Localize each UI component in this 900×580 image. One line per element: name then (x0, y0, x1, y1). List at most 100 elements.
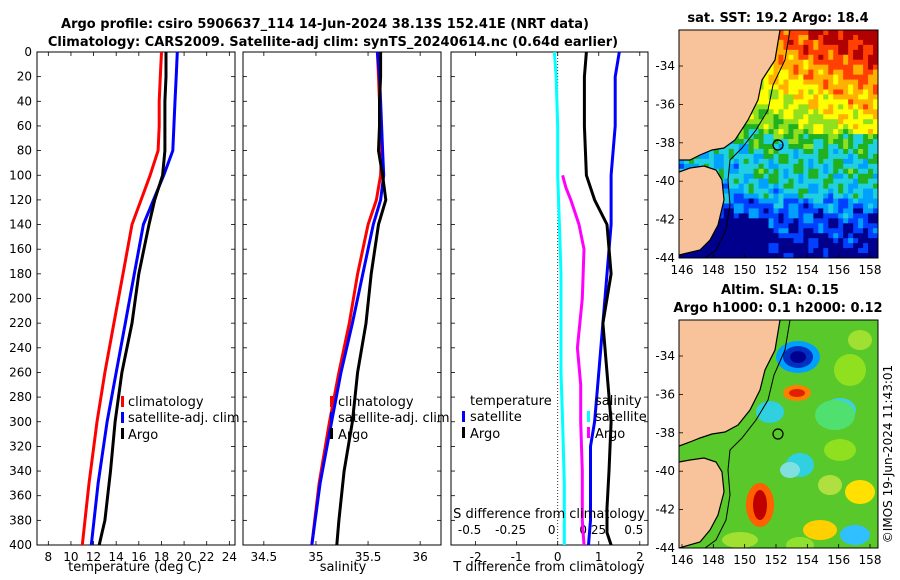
sst-cell (828, 34, 834, 41)
sst-cell (743, 243, 750, 249)
sst-cell (793, 198, 799, 204)
sst-cell (813, 153, 819, 160)
sst-cell (838, 193, 844, 199)
sst-cell (763, 233, 769, 239)
sst-cell (843, 203, 849, 209)
sst-cell (863, 198, 869, 204)
sst-cell (788, 114, 794, 120)
sst-cell (818, 39, 824, 46)
sst-cell (858, 198, 864, 204)
sst-cell (833, 104, 839, 110)
sst-cell (873, 233, 878, 239)
sst-cell (778, 228, 784, 234)
sst-cell (828, 144, 834, 150)
sst-cell (778, 148, 784, 155)
sst-cell (858, 114, 864, 120)
sst-cell (873, 69, 878, 76)
sst-cell (783, 144, 789, 150)
sst-cell (863, 243, 869, 249)
sst-cell (808, 124, 814, 130)
sst-cell (828, 139, 834, 145)
sst-cell (728, 218, 735, 224)
sst-cell (808, 59, 814, 66)
sst-cell (738, 139, 745, 145)
sst-cell (723, 148, 730, 155)
sst-cell (803, 94, 809, 100)
sst-cell (858, 109, 864, 115)
sst-cell (793, 129, 799, 135)
sst-cell (828, 89, 834, 95)
sst-cell (763, 163, 769, 170)
sst-cell (788, 30, 794, 36)
sst-cell (873, 114, 878, 120)
map-x-tick-label: 158 (859, 553, 882, 567)
sst-cell (873, 193, 878, 199)
sst-cell (768, 129, 774, 135)
sst-cell (858, 144, 864, 150)
sst-cell (773, 124, 779, 130)
sst-cell (788, 69, 794, 76)
sst-cell (788, 153, 794, 160)
sst-cell (853, 178, 859, 185)
argo-location-marker (772, 139, 784, 151)
sst-cell (863, 89, 869, 95)
sst-cell (828, 129, 834, 135)
sst-cell (763, 129, 769, 135)
sst-cell (863, 59, 869, 66)
sst-cell (783, 99, 789, 105)
sst-cell (733, 173, 740, 180)
sst-cell (838, 188, 844, 194)
sst-cell (768, 64, 774, 71)
sst-cell (758, 94, 764, 100)
sst-cell (868, 54, 874, 61)
sst-cell (743, 248, 750, 254)
sst-cell (868, 218, 874, 224)
sst-cell (758, 253, 764, 258)
sst-cell (813, 218, 819, 224)
legend-label: satellite (595, 410, 647, 425)
sst-cell (818, 129, 824, 135)
sst-cell (868, 44, 874, 51)
sst-cell (778, 208, 784, 214)
sst-cell (713, 248, 720, 254)
sst-cell (768, 158, 774, 165)
sst-cell (773, 243, 779, 249)
sst-cell (798, 59, 804, 66)
sst-cell (833, 84, 839, 90)
sst-cell (738, 168, 745, 175)
sst-cell (753, 148, 760, 155)
sst-cell (728, 223, 735, 229)
sst-cell (853, 153, 859, 160)
sst-cell (743, 208, 750, 214)
sst-cell (778, 89, 784, 95)
sst-cell (758, 188, 764, 194)
sst-cell (738, 228, 745, 234)
sst-cell (683, 253, 690, 258)
sst-cell (768, 94, 774, 100)
sst-cell (748, 248, 755, 254)
sst-cell (868, 104, 874, 110)
sst-cell (848, 148, 854, 155)
sla-map-title-line-2: Argo h1000: 0.1 h2000: 0.12 (673, 301, 882, 316)
sst-cell (873, 124, 878, 130)
sst-cell (758, 233, 764, 239)
sst-cell (808, 148, 814, 155)
sst-cell (758, 228, 764, 234)
sst-cell (818, 84, 824, 90)
sst-cell (808, 183, 814, 190)
sst-cell (703, 158, 710, 165)
sst-cell (793, 114, 799, 120)
sst-cell (783, 114, 789, 120)
sst-cell (768, 79, 774, 85)
sst-cell (738, 233, 745, 239)
sst-cell (773, 168, 779, 175)
sst-cell (753, 238, 760, 244)
sst-cell (838, 198, 844, 204)
sst-cell (873, 129, 878, 135)
sla-anomaly-blob (848, 330, 872, 350)
sst-cell (738, 163, 745, 170)
sst-cell (778, 99, 784, 105)
map-x-tick-label: 158 (859, 263, 882, 277)
x-tick-label: 14 (109, 550, 124, 564)
sst-cell (863, 208, 869, 214)
